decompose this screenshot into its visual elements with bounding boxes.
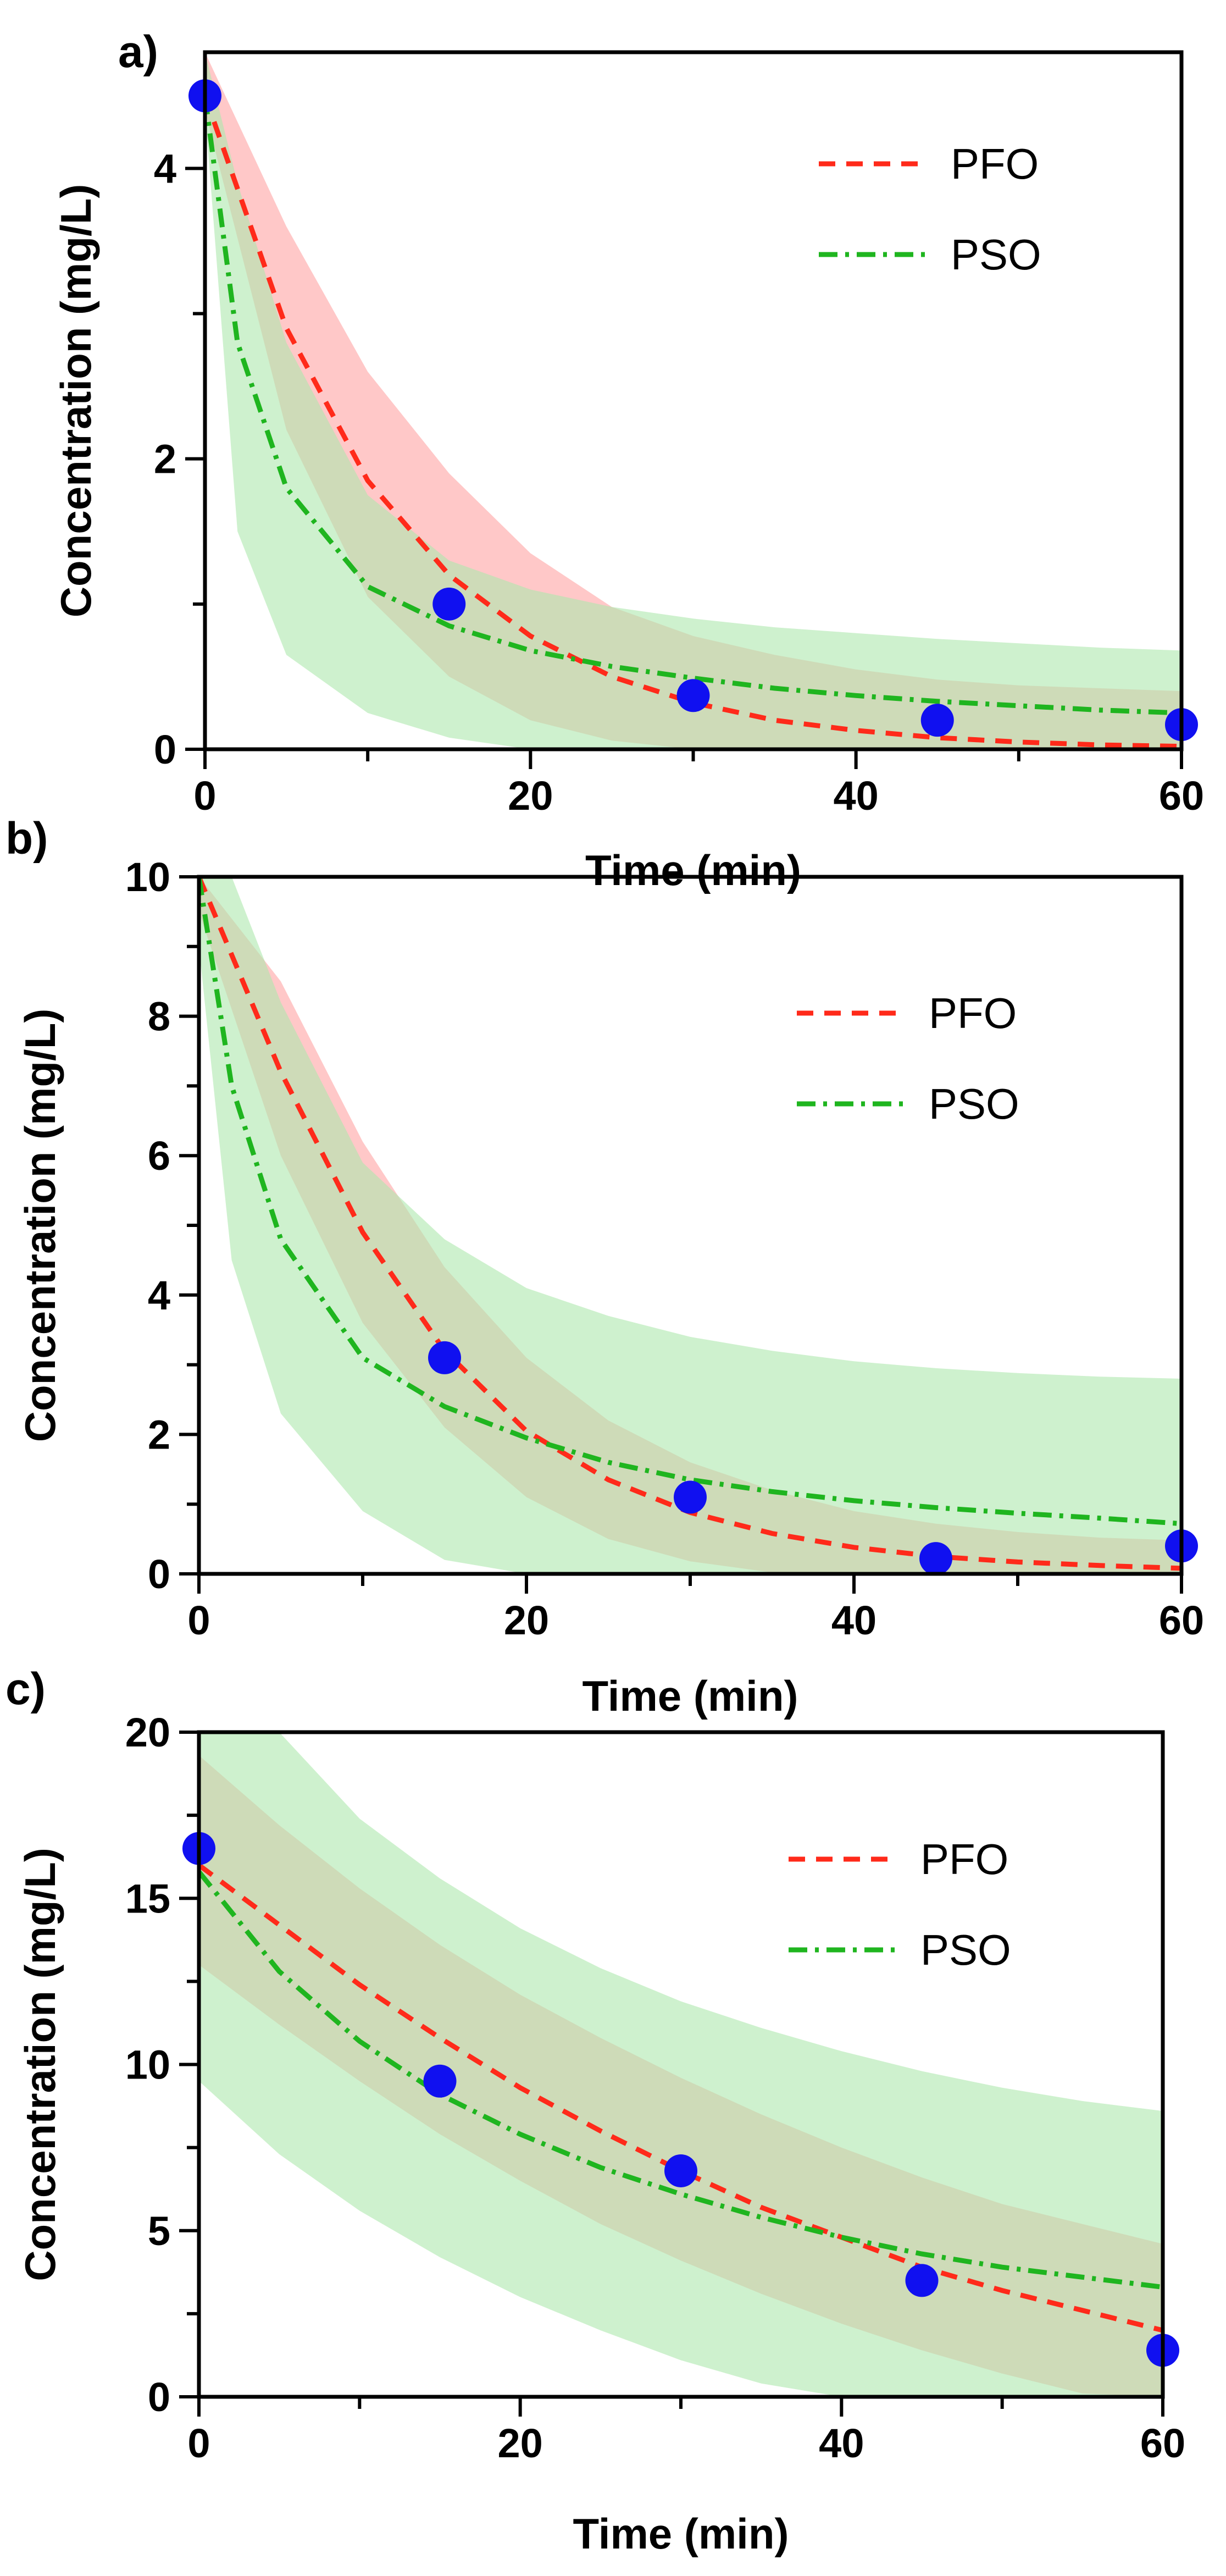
panel-b-data-point — [674, 1480, 707, 1514]
panel-a-data-point — [432, 587, 466, 621]
panel-c-x-tick-label: 40 — [819, 2420, 864, 2466]
panel-a-data-point — [920, 704, 954, 737]
panel-a-x-tick-label: 40 — [834, 773, 879, 819]
panel-b-pso-line — [199, 877, 1181, 1527]
panel-c-x-tick-label: 60 — [1140, 2420, 1185, 2466]
panel-c-legend-label-pfo: PFO — [920, 1835, 1008, 1883]
panel-b-y-axis-title: Concentration (mg/L) — [16, 1009, 64, 1442]
panel-b-y-tick-label: 8 — [148, 994, 170, 1040]
panel-b-x-tick-label: 20 — [504, 1597, 549, 1643]
panel-c-y-axis-title: Concentration (mg/L) — [16, 1848, 64, 2281]
panel-c-pso-line — [199, 1870, 1163, 2290]
panel-a-data-point — [676, 679, 710, 712]
panel-a-x-tick-label: 60 — [1159, 773, 1204, 819]
panel-c-data-point — [423, 2064, 457, 2098]
panel-c-y-tick-label: 20 — [125, 1710, 170, 1755]
panel-a-pso-line — [205, 95, 1181, 716]
panel-c-y-tick-label: 10 — [125, 2042, 170, 2088]
panel-c-x-tick-label: 0 — [187, 2420, 210, 2466]
panel-c-x-tick-label: 20 — [498, 2420, 543, 2466]
panel-c-y-tick-label: 5 — [148, 2208, 170, 2254]
panel-a-legend-label-pfo: PFO — [951, 140, 1039, 188]
panel-c-y-tick-label: 15 — [125, 1876, 170, 1921]
panel-a-y-tick-label: 2 — [154, 436, 176, 482]
panel-c-pso-confidence-band — [199, 1732, 1163, 2397]
panel-b-x-tick-label: 0 — [187, 1597, 210, 1643]
panel-b-data-point — [428, 1341, 461, 1374]
panel-b-y-tick-label: 6 — [148, 1133, 170, 1179]
panel-b-legend: PFO PSO — [797, 989, 1019, 1128]
panel-a: 0 20 40 60 0 2 4 Time (min) Concentration (mg/L)… — [52, 27, 1204, 894]
panel-b-data-point — [919, 1542, 952, 1576]
panel-a-pso-confidence-band — [205, 52, 1181, 749]
panel-b-pso-confidence-band — [199, 877, 1181, 1574]
panel-b-x-tick-label: 40 — [831, 1597, 876, 1643]
panel-a-pfo-line — [205, 95, 1181, 749]
panel-b-label: b) — [5, 814, 48, 864]
panel-a-y-tick-label: 4 — [154, 146, 176, 191]
panel-c-x-axis-title: Time (min) — [573, 2509, 789, 2558]
panel-a-y-axis-title: Concentration (mg/L) — [52, 184, 100, 618]
panel-a-y-tick-label: 0 — [154, 727, 176, 772]
panel-c-pfo-line — [199, 1863, 1163, 2333]
panel-c-data-point — [905, 2264, 939, 2297]
panel-b: 0 20 40 60 0 2 4 6 8 10 Time (min) Concentration (m… — [5, 814, 1204, 1720]
panel-b-y-tick-label: 4 — [148, 1273, 170, 1318]
panel-c-data-point — [664, 2154, 697, 2187]
panel-b-y-tick-label: 2 — [148, 1412, 170, 1457]
panel-a-x-axis-title: Time (min) — [585, 846, 801, 894]
panel-c-legend-label-pso: PSO — [920, 1926, 1011, 1974]
panel-c: 0 20 40 60 0 5 10 15 20 Time (min) Concentration (… — [5, 1664, 1185, 2558]
panel-a-legend: PFO PSO — [819, 140, 1041, 279]
panel-a-x-tick-label: 20 — [508, 773, 553, 819]
panel-c-legend: PFO PSO — [789, 1835, 1011, 1974]
panel-a-label: a) — [118, 27, 158, 77]
panel-c-label: c) — [5, 1664, 46, 1714]
panel-a-legend-label-pso: PSO — [951, 230, 1041, 279]
panel-a-plot-area — [205, 52, 1181, 749]
panel-b-y-tick-label: 0 — [148, 1551, 170, 1597]
panel-c-plot-area — [199, 1732, 1163, 2397]
panel-b-y-tick-label: 10 — [125, 854, 170, 900]
panel-b-x-axis-title: Time (min) — [583, 1672, 798, 1720]
panel-b-legend-label-pfo: PFO — [929, 989, 1017, 1037]
panel-b-x-tick-label: 60 — [1159, 1597, 1204, 1643]
panel-b-legend-label-pso: PSO — [929, 1080, 1019, 1128]
panel-a-x-tick-label: 0 — [193, 773, 216, 819]
panel-c-y-tick-label: 0 — [148, 2374, 170, 2420]
